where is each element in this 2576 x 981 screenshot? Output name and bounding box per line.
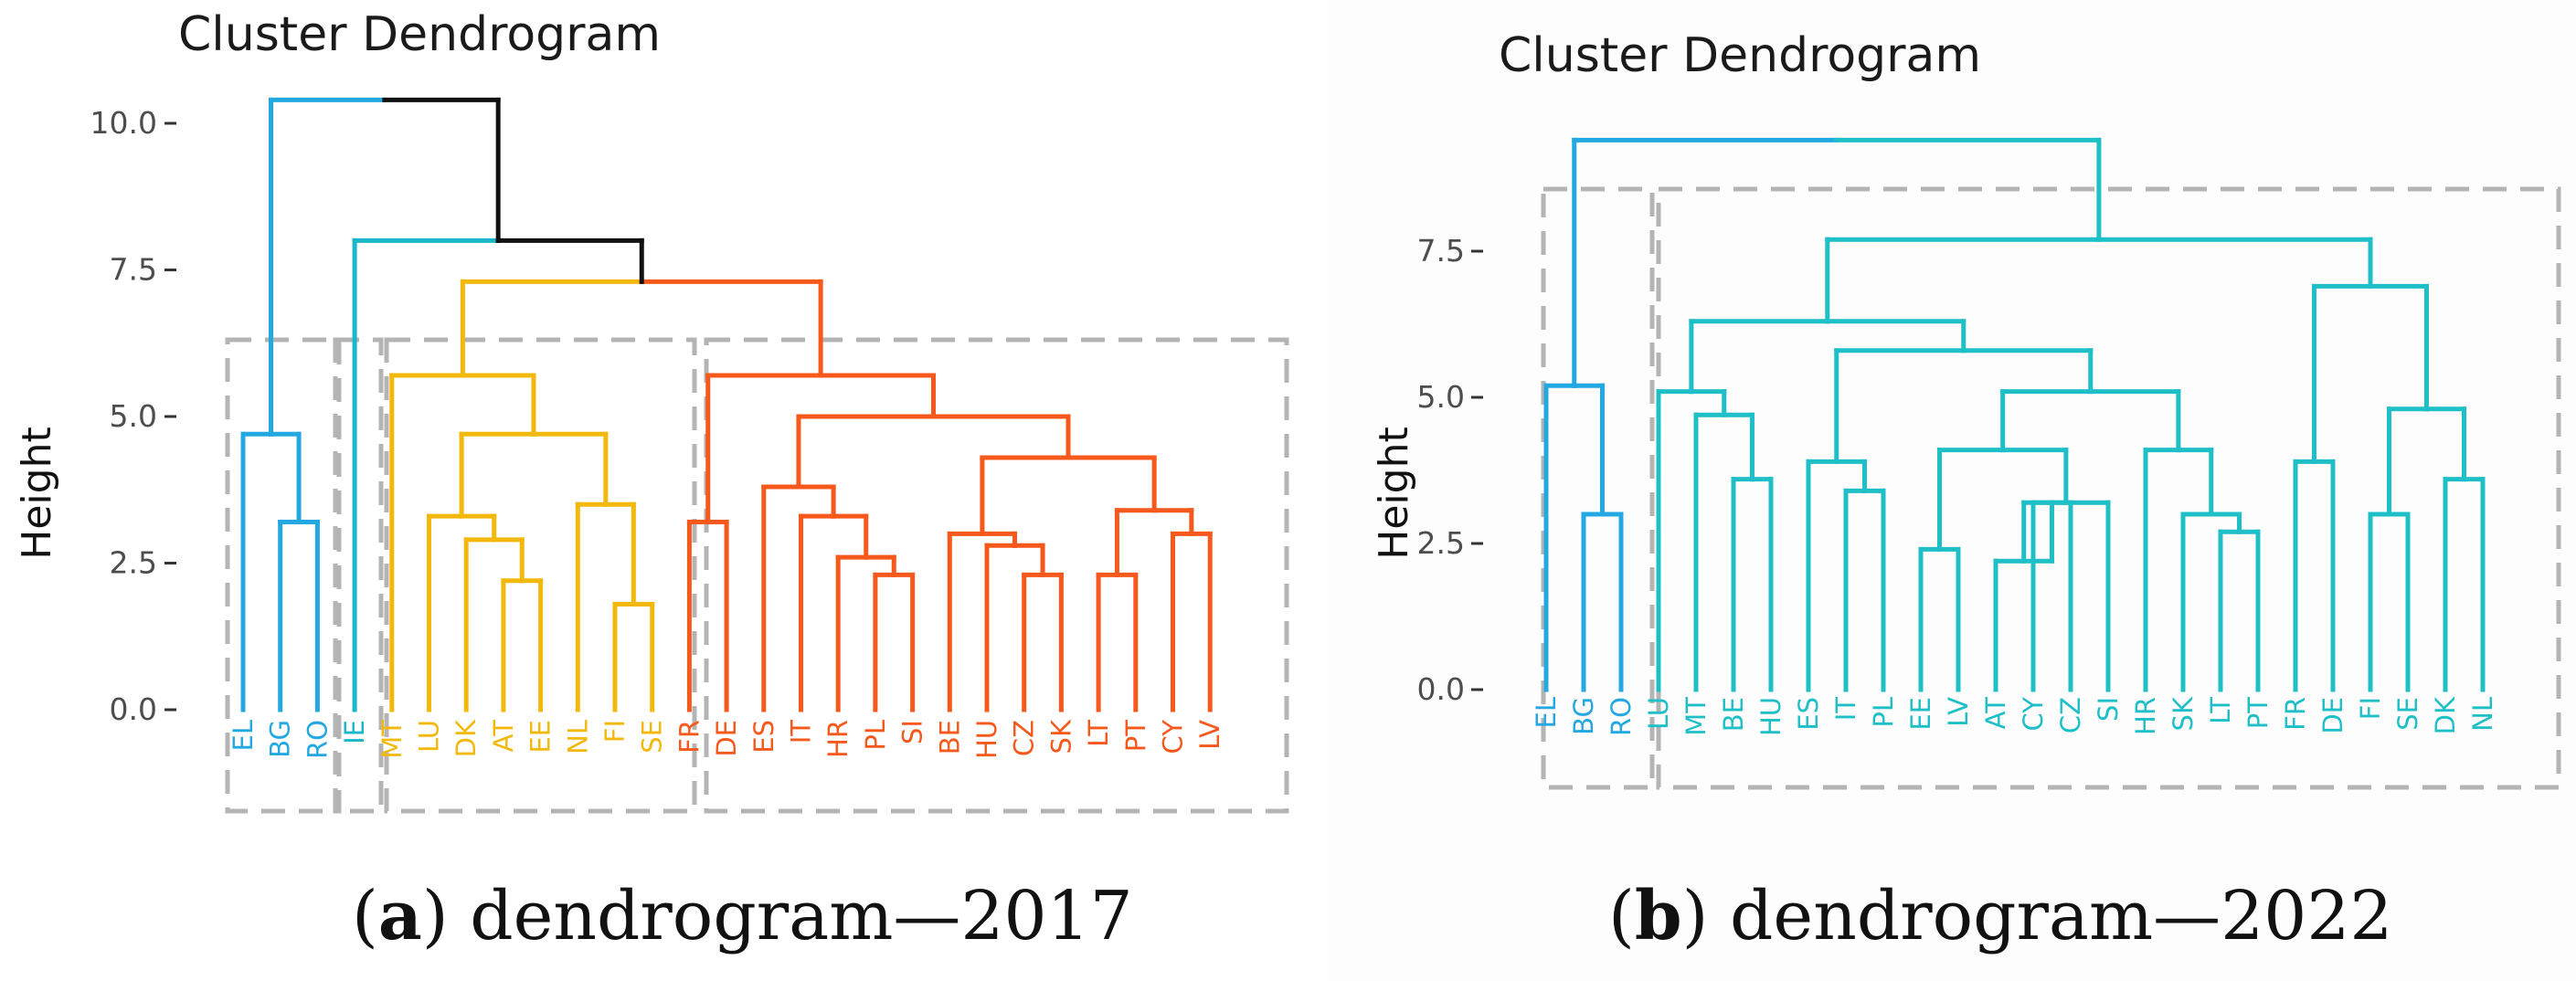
leaf-label: CY xyxy=(1158,720,1189,754)
chart-title: Cluster Dendrogram xyxy=(1499,28,1981,83)
leaf-label: SI xyxy=(2093,697,2124,722)
caption-a: (a) dendrogram—2017 xyxy=(352,877,1133,955)
y-tick-label: 0.0 xyxy=(1417,671,1465,707)
leaf-label: LV xyxy=(1194,720,1225,750)
y-tick-label: 0.0 xyxy=(110,691,157,727)
leaf-label: BE xyxy=(934,720,965,754)
caption-a-text: dendrogram—2017 xyxy=(470,877,1133,955)
leaf-label: PT xyxy=(2242,697,2274,729)
dendrogram-2017: Cluster Dendrogram Height 0.0 2.5 5.0 7.5 10.0… xyxy=(14,7,1289,814)
leaf-label: PL xyxy=(1868,697,1899,728)
leaf-label: FI xyxy=(2355,697,2386,720)
leaf-label: SK xyxy=(1045,719,1076,754)
cluster-box xyxy=(225,337,342,814)
y-axis-label: Height xyxy=(1371,427,1417,559)
dendrogram-2022: Cluster Dendrogram Height 0.0 2.5 5.0 7.5 EL BG… xyxy=(1371,28,2561,790)
leaf-label: HR xyxy=(2130,697,2161,735)
leaf-label: DE xyxy=(711,720,742,757)
leaf-label: NL xyxy=(2467,697,2498,732)
leaf-label: DE xyxy=(2317,697,2348,734)
leaf-label: HU xyxy=(1755,697,1786,736)
leaf-label: ES xyxy=(1793,697,1824,731)
leaf-label: SE xyxy=(637,720,668,754)
leaf-label: FR xyxy=(673,720,705,754)
leaf-label: DK xyxy=(451,719,482,757)
leaf-label: BG xyxy=(1568,697,1599,735)
y-tick-label: 2.5 xyxy=(110,545,157,581)
y-tick-label: 7.5 xyxy=(110,252,157,288)
y-tick-label: 5.0 xyxy=(110,398,157,434)
leaf-label: CZ xyxy=(1009,720,1040,756)
leaf-label: SI xyxy=(897,720,928,744)
leaf-label: IT xyxy=(1830,697,1861,722)
cluster-box xyxy=(1541,186,1655,790)
caption-b-letter: b xyxy=(1634,877,1682,955)
leaf-label: EL xyxy=(1531,697,1562,728)
leaf-label: IT xyxy=(786,720,817,744)
leaf-label: HU xyxy=(971,720,1002,759)
leaf-label: MT xyxy=(1680,697,1712,736)
leaf-label: IE xyxy=(339,720,370,744)
y-tick-label: 5.0 xyxy=(1417,379,1465,415)
y-tick-label: 10.0 xyxy=(90,105,157,141)
leaf-label: LT xyxy=(2205,697,2236,724)
leaf-label: RO xyxy=(302,720,333,759)
leaf-label: FI xyxy=(599,720,631,743)
leaf-label: MT xyxy=(376,720,408,759)
leaf-label: EE xyxy=(525,720,557,754)
leaf-label: SK xyxy=(2168,696,2199,731)
leaf-label: EE xyxy=(1905,697,1936,731)
leaf-label: PT xyxy=(1120,720,1151,752)
leaf-label: LU xyxy=(1643,697,1674,730)
y-axis-label: Height xyxy=(14,427,60,559)
leaf-label: EL xyxy=(228,720,259,751)
chart-title: Cluster Dendrogram xyxy=(178,7,661,62)
leaf-label: RO xyxy=(1606,697,1637,736)
leaf-label: LT xyxy=(1083,720,1114,747)
y-tick-label: 7.5 xyxy=(1417,233,1465,269)
panel-b-2022: Cluster Dendrogram Height 0.0 2.5 5.0 7.5 EL BG… xyxy=(1330,0,2576,981)
cluster-box xyxy=(333,337,384,814)
leaf-label: DK xyxy=(2430,696,2461,734)
leaf-label: LU xyxy=(414,720,445,753)
caption-b: (b) dendrogram—2022 xyxy=(1608,877,2393,955)
leaf-label: LV xyxy=(1943,697,1974,727)
leaf-label: CY xyxy=(2018,697,2049,732)
leaf-label: ES xyxy=(748,720,779,754)
leaf-label: CZ xyxy=(2055,697,2086,733)
y-tick-label: 2.5 xyxy=(1417,525,1465,561)
leaf-label: NL xyxy=(562,720,593,754)
leaf-label: SE xyxy=(2392,697,2423,731)
panel-a-2017: Cluster Dendrogram Height 0.0 2.5 5.0 7.5 10.0… xyxy=(14,7,1289,955)
caption-b-text: dendrogram—2022 xyxy=(1730,877,2393,955)
leaf-label: AT xyxy=(1980,697,2011,730)
cluster-box xyxy=(384,337,697,814)
leaf-label: BG xyxy=(265,720,296,758)
leaf-label: PL xyxy=(860,720,891,751)
leaf-label: BE xyxy=(1718,697,1749,732)
leaf-label: FR xyxy=(2280,697,2311,731)
leaf-label: HR xyxy=(822,720,853,758)
leaf-label: AT xyxy=(488,720,519,753)
caption-a-letter: a xyxy=(377,877,422,955)
